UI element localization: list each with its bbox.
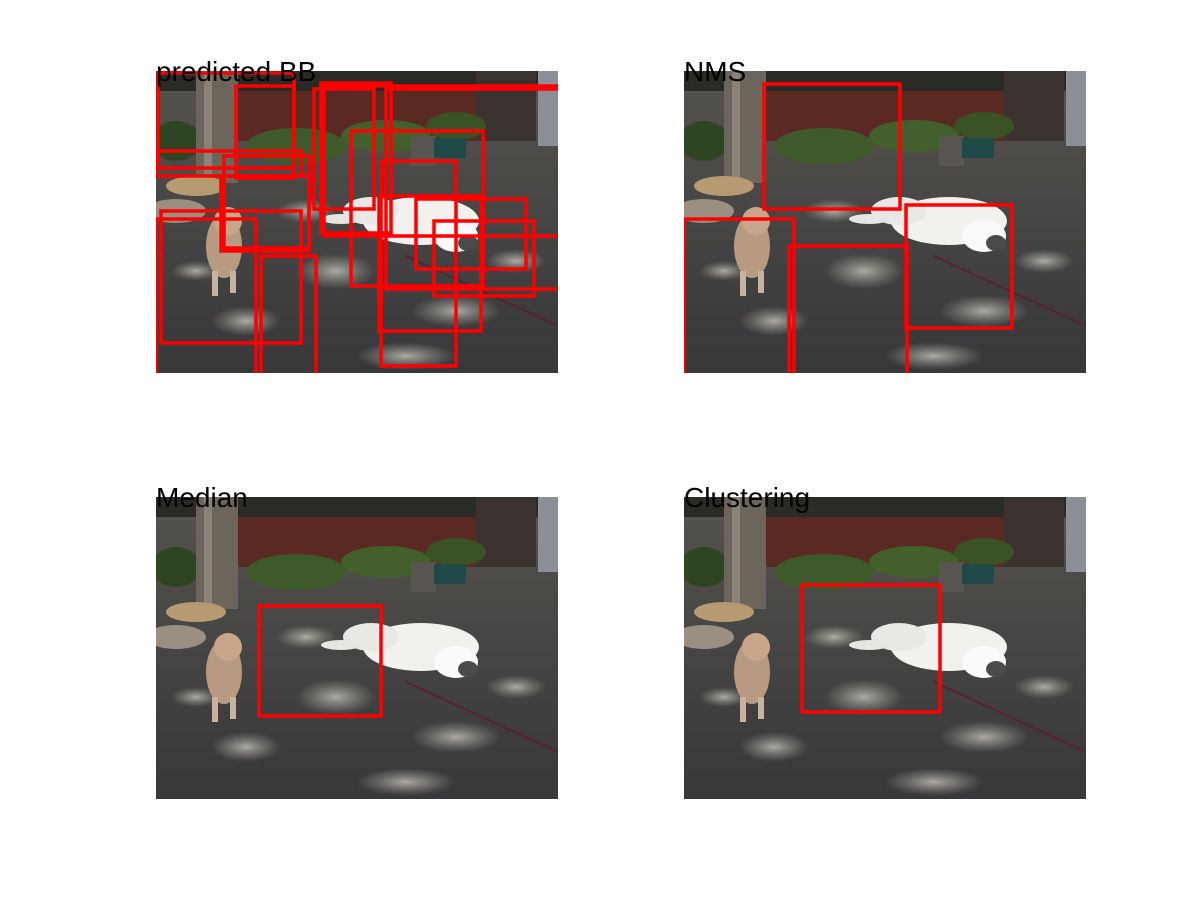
bounding-box (257, 604, 383, 718)
bounding-box (219, 174, 311, 253)
bounding-boxes (257, 604, 383, 718)
bounding-boxes (684, 82, 1014, 373)
bounding-box (800, 583, 942, 714)
bounding-box (312, 87, 376, 211)
bounding-box (787, 244, 909, 373)
panel-title: Median (156, 482, 248, 513)
scene-photo (684, 71, 1086, 373)
bounding-box (684, 217, 796, 373)
panel-median: Median (156, 483, 558, 799)
bounding-box (377, 194, 483, 333)
panel-nms: NMS (684, 57, 1086, 373)
panel-predicted-bb: predicted BB (156, 57, 558, 373)
bounding-box (414, 197, 528, 271)
bounding-box (904, 203, 1014, 330)
panel-title: Clustering (684, 482, 811, 513)
bounding-box (322, 84, 558, 238)
bounding-box (156, 217, 258, 373)
bounding-box (259, 254, 318, 373)
bounding-box (234, 84, 296, 180)
scene-photo (156, 497, 558, 799)
bounding-box (384, 87, 558, 291)
panel-clustering: Clustering (684, 483, 1086, 799)
bounding-boxes (800, 583, 942, 714)
bounding-box (349, 129, 485, 288)
panel-title: NMS (684, 56, 747, 87)
scene-photo (156, 71, 558, 373)
bounding-box (762, 82, 902, 211)
panel-title: predicted BB (156, 56, 317, 87)
bounding-box (159, 209, 303, 345)
bounding-box (319, 81, 393, 235)
bounding-boxes (156, 71, 558, 373)
bounding-box (432, 219, 536, 298)
bounding-box (379, 159, 458, 368)
scene-photo (684, 497, 1086, 799)
